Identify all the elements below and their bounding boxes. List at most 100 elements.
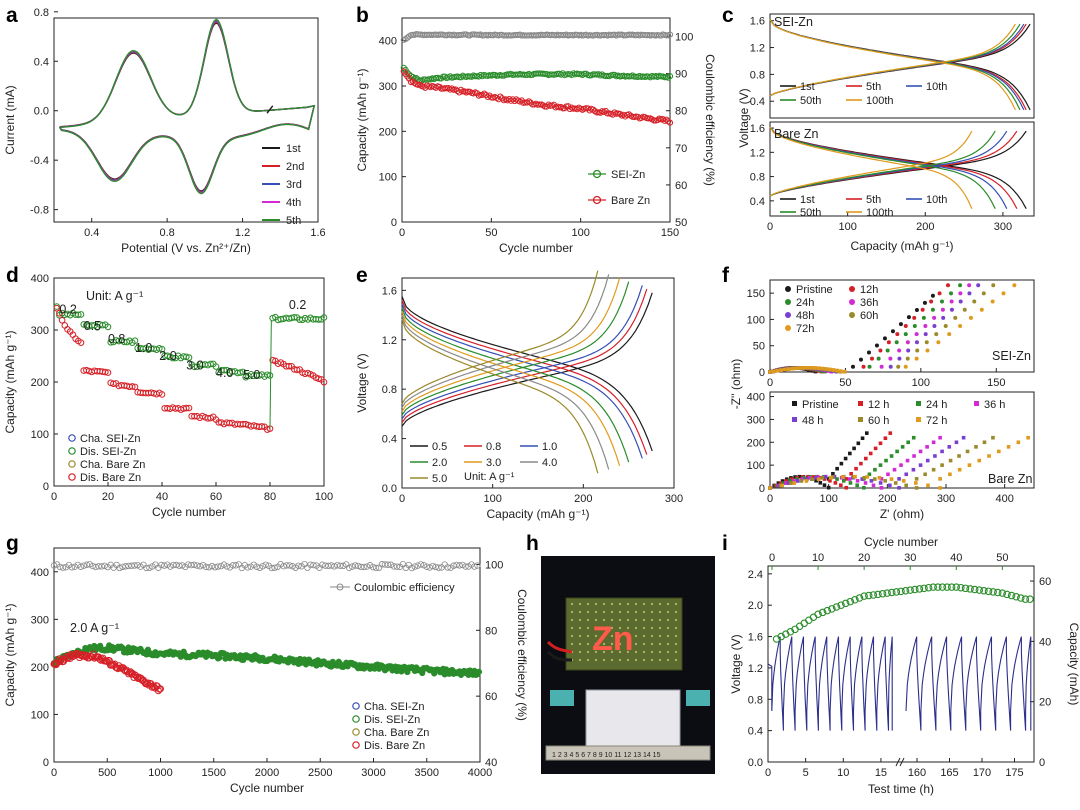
subplot-label-f-sei: SEI-Zn — [992, 349, 1031, 363]
point-ce — [92, 563, 99, 571]
y-tick-label: 1.6 — [382, 285, 397, 297]
eis-point-sei-72h — [816, 366, 821, 370]
capacity-point — [934, 583, 942, 591]
charge-curve-1.0 — [401, 285, 643, 420]
eis-point-bare-12 h — [844, 485, 849, 490]
eis-point-bare-72 h — [828, 476, 833, 480]
capacity-point — [998, 589, 1007, 597]
pcb-hole — [618, 626, 622, 630]
rate-label: 0.5 — [84, 319, 101, 333]
point-ce — [417, 561, 424, 568]
eis-point-sei-72h — [801, 366, 806, 370]
plot-frame — [769, 13, 1035, 119]
point-ce — [474, 562, 481, 569]
point-ce — [334, 562, 341, 569]
point-SEI-Zn — [568, 71, 575, 79]
point-ce — [271, 564, 278, 571]
legend-label: Dis. Bare Zn — [80, 472, 141, 484]
eis-point-sei-36h — [932, 315, 937, 320]
rate-label: 0.2 — [59, 302, 76, 316]
eis-point-bare-60 h — [893, 481, 898, 485]
subplot-label-f-bare: Bare Zn — [988, 472, 1033, 486]
legend-label-5th: 5th — [286, 215, 301, 227]
pcb-hole — [594, 642, 598, 646]
panel-f-points — [768, 283, 1030, 490]
pcb-hole — [650, 618, 654, 622]
pcb-hole — [602, 602, 606, 606]
legend-label-60 h: 60 h — [868, 415, 889, 427]
pcb-hole — [666, 642, 670, 646]
voltage-curve-right — [905, 636, 1032, 731]
x-tick-label: 2500 — [308, 767, 332, 779]
point-ce — [161, 562, 168, 569]
capacity-point — [906, 586, 914, 594]
eis-point-sei-12h — [912, 315, 917, 320]
legend-swatch-Pristine — [792, 401, 797, 406]
capacity-point — [823, 606, 832, 615]
pcb-hole — [586, 658, 590, 662]
pcb-hole — [618, 610, 622, 614]
point-bare — [111, 660, 119, 668]
eis-point-bare-72 h — [1026, 435, 1030, 440]
pcb-hole — [586, 618, 590, 622]
eis-point-sei-72h — [809, 366, 813, 370]
legend-label-48 h: 48 h — [802, 415, 823, 427]
y-tick-label: 2.0 — [748, 600, 763, 612]
point-ce — [268, 564, 275, 572]
eis-point-bare-48 h — [869, 479, 874, 483]
legend-swatch-72 h — [916, 417, 921, 422]
panel-b-legend: SEI-Zn Bare Zn — [588, 169, 650, 207]
point-ce — [346, 564, 353, 571]
eis-point-sei-60h — [799, 366, 804, 370]
eis-point-sei-12h — [929, 299, 934, 304]
pcb-hole — [602, 618, 606, 622]
point-bare — [320, 378, 328, 386]
eis-point-bare-24 h — [878, 463, 883, 467]
x-tick-label: 400 — [995, 493, 1013, 505]
discharge-curve-100th — [769, 19, 1016, 111]
y-tick-label: 0.0 — [748, 757, 763, 769]
legend-label-Pristine: Pristine — [796, 284, 833, 296]
x-axis-label: Potential (V vs. Zn²⁺/Zn) — [121, 241, 251, 255]
panel-c-legend: 1st 5th 10th 50th 100th 1st 5th 10th 50th 100th — [780, 81, 947, 219]
eis-point-bare-72 h — [997, 449, 1001, 454]
eis-point-sei-72h — [968, 315, 973, 320]
eis-point-sei-48h — [906, 348, 911, 353]
panel-g: g 0 500 1000 1500 2000 2500 3000 3500 4000 0 100 20… — [3, 532, 529, 795]
eis-point-bare-48 h — [961, 435, 966, 440]
pcb-hole — [634, 626, 638, 630]
y-axis-label: Voltage (V) — [355, 353, 369, 412]
legend-swatch-bare — [592, 195, 602, 205]
point-ce — [190, 561, 198, 569]
eis-point-sei-60h — [905, 356, 910, 361]
pcb-hole — [610, 602, 614, 606]
point-ce — [411, 563, 419, 570]
point-ce — [426, 564, 433, 571]
y-tick-label: 0.4 — [750, 196, 765, 208]
y2-tick-label: 40 — [485, 757, 497, 769]
eis-point-sei-72h — [947, 332, 952, 337]
pcb-hole — [674, 618, 678, 622]
point-ce — [444, 564, 451, 571]
pcb-hole — [634, 650, 638, 654]
eis-point-sei-48h — [897, 356, 902, 361]
legend-label-0.8: 0.8 — [486, 441, 501, 453]
x2-tick-label: 50 — [996, 552, 1008, 564]
eis-point-bare-Pristine — [826, 485, 831, 490]
eis-point-bare-72 h — [901, 479, 906, 483]
eis-point-bare-12 h — [888, 431, 893, 435]
point-Bare Zn — [506, 95, 513, 103]
axis-break — [895, 757, 901, 767]
panel-a: a 0.4 0.8 1.2 1.6 -0.8 -0.4 0.0 0.4 0.8 Potential… — [3, 4, 326, 255]
eis-point-bare-Pristine — [865, 431, 869, 435]
point-ce — [337, 562, 344, 569]
eis-point-bare-60 h — [862, 475, 867, 480]
y2-tick-label: 90 — [675, 69, 687, 81]
pcb-hole — [634, 602, 638, 606]
battery-pouch — [585, 689, 681, 757]
eis-point-bare-24 h — [862, 485, 866, 490]
point-ce — [351, 562, 359, 569]
pcb-hole — [666, 602, 670, 606]
y-tick-label: 1.2 — [750, 147, 765, 159]
